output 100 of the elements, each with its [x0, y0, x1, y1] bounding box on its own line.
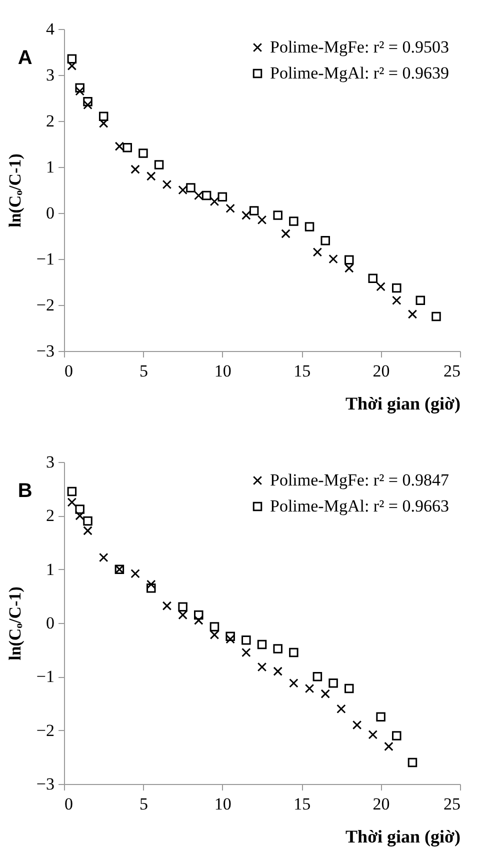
point — [242, 636, 251, 645]
point — [312, 247, 322, 257]
y-axis-title: ln(Cₒ/C-1) — [5, 586, 24, 660]
point — [186, 183, 196, 192]
x-tick-label: 15 — [294, 362, 311, 380]
point — [146, 583, 156, 593]
point — [83, 526, 92, 536]
point — [257, 640, 267, 650]
point — [178, 185, 188, 195]
point — [392, 296, 402, 306]
point — [242, 648, 251, 658]
point — [257, 215, 267, 225]
point — [146, 172, 156, 181]
point — [98, 112, 108, 122]
point — [114, 142, 124, 151]
point — [392, 731, 402, 740]
legend-label: Polime-MgAl: r² = 0.9639 — [270, 64, 450, 82]
y-tick-label: −2 — [36, 720, 54, 740]
point — [289, 678, 298, 688]
point — [67, 498, 77, 507]
point — [138, 148, 148, 158]
point — [67, 54, 77, 64]
point — [83, 516, 92, 526]
point — [154, 160, 164, 170]
point — [178, 602, 188, 612]
point — [122, 143, 132, 152]
point — [344, 264, 354, 273]
point — [98, 552, 108, 562]
point — [242, 210, 251, 220]
point — [162, 601, 172, 610]
x-tick-label: 0 — [64, 794, 73, 814]
x-tick-label: 15 — [294, 794, 311, 814]
point — [344, 255, 354, 265]
point — [432, 312, 441, 322]
point — [328, 678, 338, 688]
y-tick-label: 1 — [46, 560, 54, 579]
x-tick-label: 20 — [372, 362, 390, 380]
point — [408, 758, 418, 768]
x-tick-label: 10 — [214, 362, 232, 380]
point — [83, 97, 92, 106]
x-tick-label: 5 — [139, 794, 148, 814]
x-tick-label: 25 — [444, 362, 460, 380]
point — [162, 180, 172, 190]
y-tick-label: −1 — [36, 250, 54, 268]
point — [67, 486, 77, 496]
y-tick-label: 0 — [46, 614, 54, 632]
point — [75, 504, 84, 514]
y-tick-label: 3 — [46, 66, 54, 84]
point — [130, 569, 140, 578]
x-tick-label: 20 — [372, 794, 390, 814]
point — [257, 662, 267, 672]
point — [304, 222, 314, 232]
point — [202, 190, 212, 200]
point — [328, 254, 338, 264]
point — [194, 190, 204, 200]
y-tick-label: −3 — [36, 342, 54, 360]
point — [75, 83, 84, 93]
point — [218, 192, 228, 202]
point — [226, 204, 235, 214]
point — [376, 712, 386, 722]
point — [130, 164, 140, 174]
y-axis-title: ln(Cₒ/C-1) — [5, 154, 24, 228]
legend-label: Polime-MgAl: r² = 0.9663 — [270, 496, 450, 516]
y-tick-label: −1 — [36, 667, 54, 686]
text: B — [18, 480, 32, 502]
point — [320, 689, 330, 698]
y-tick-label: 1 — [46, 158, 54, 176]
point — [210, 622, 220, 632]
x-tick-label: 10 — [214, 794, 232, 814]
point — [273, 210, 282, 220]
point — [352, 720, 362, 730]
y-tick-label: 2 — [46, 506, 54, 526]
point — [249, 206, 259, 216]
point — [289, 648, 298, 658]
point — [392, 283, 402, 293]
point — [416, 296, 426, 306]
point — [281, 229, 290, 238]
text: A — [18, 47, 32, 69]
point — [408, 310, 418, 319]
point — [312, 672, 322, 682]
point — [273, 666, 282, 676]
x-tick-label: 5 — [139, 362, 148, 380]
point — [344, 684, 354, 694]
point — [368, 730, 378, 740]
y-tick-label: 4 — [46, 20, 55, 38]
y-tick-label: 0 — [46, 204, 54, 222]
y-tick-label: −3 — [36, 774, 54, 794]
point — [210, 630, 220, 640]
point — [376, 282, 386, 292]
point — [178, 610, 188, 620]
point — [194, 610, 204, 620]
point — [289, 216, 298, 226]
legend-label: Polime-MgFe: r² = 0.9847 — [270, 470, 450, 490]
legend-label: Polime-MgFe: r² = 0.9503 — [270, 38, 450, 56]
point — [273, 644, 282, 654]
point — [384, 742, 394, 752]
y-tick-label: 3 — [46, 452, 54, 472]
point — [336, 704, 346, 714]
point — [304, 684, 314, 694]
y-tick-label: −2 — [36, 296, 54, 314]
